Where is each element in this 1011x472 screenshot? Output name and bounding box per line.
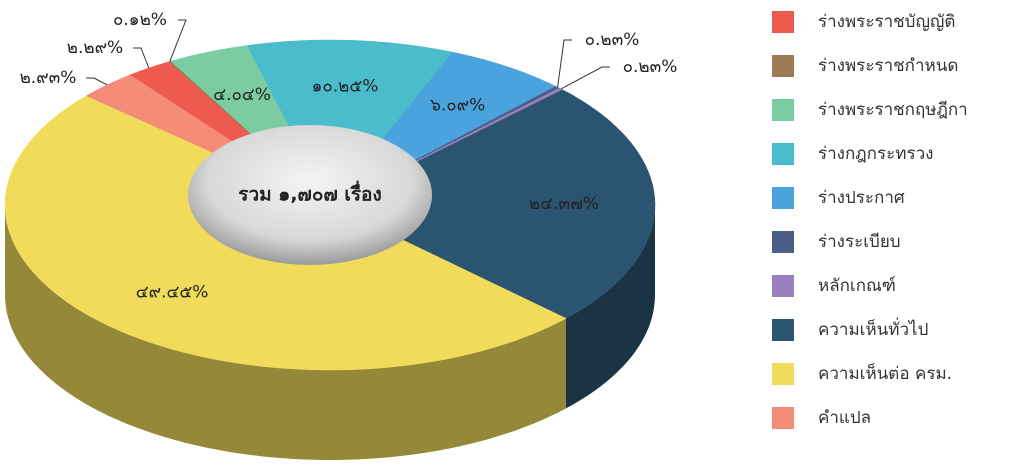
legend-label: ร่างระเบียบ — [818, 232, 901, 252]
value-label: ๔.๐๔% — [213, 85, 271, 105]
legend-label: ร่างพระราชกฤษฎีกา — [818, 100, 968, 120]
value-label: ๒.๒๙% — [67, 38, 123, 58]
value-label: ๐.๒๓% — [623, 57, 678, 77]
pie: รวม ๑,๗๐๗ เรื่อง ๒.๒๙% ๐.๑๒% ๔.๐๔% ๑๐.๒๕% ๖.๐… — [4, 10, 678, 460]
legend-swatch — [772, 231, 794, 253]
legend-swatch — [772, 407, 794, 429]
legend-swatch — [772, 275, 794, 297]
leader-line — [169, 19, 187, 62]
value-label: ๐.๑๒% — [113, 10, 167, 30]
legend-swatch — [772, 11, 794, 33]
legend-swatch — [772, 55, 794, 77]
value-label: ๔๙.๔๕% — [136, 283, 209, 303]
legend-label: ร่างพระราชกำหนด — [818, 56, 958, 76]
slice — [329, 89, 656, 319]
slice — [246, 39, 453, 206]
legend-swatch — [772, 363, 794, 385]
leader-line — [560, 66, 610, 90]
legend-label: หลักเกณฑ์ — [818, 276, 896, 296]
donut-hole — [188, 125, 432, 265]
leader-line — [133, 47, 150, 69]
slice-side — [566, 205, 655, 409]
value-label: ๒๔.๓๗% — [529, 194, 599, 214]
slice-side — [5, 205, 566, 460]
legend-swatch — [772, 99, 794, 121]
legend-label: ร่างประกาศ — [818, 188, 905, 208]
value-label: ๒.๙๓% — [20, 68, 77, 88]
legend-swatch — [772, 319, 794, 341]
legend: ร่างพระราชบัญญัติร่างพระราชกำหนดร่างพระร… — [772, 11, 968, 429]
leader-line — [557, 39, 572, 88]
center-label: รวม ๑,๗๐๗ เรื่อง — [238, 181, 381, 206]
value-label: ๑๐.๒๕% — [312, 76, 379, 96]
leader-line — [86, 77, 108, 86]
legend-label: ร่างพระราชบัญญัติ — [818, 12, 955, 32]
value-label: ๖.๐๙% — [430, 96, 485, 116]
legend-label: ความเห็นต่อ ครม. — [818, 362, 952, 384]
legend-label: ความเห็นทั่วไป — [818, 317, 928, 340]
legend-swatch — [772, 143, 794, 165]
legend-swatch — [772, 187, 794, 209]
legend-label: ร่างกฎกระทรวง — [818, 144, 933, 164]
legend-label: คำแปล — [818, 408, 871, 428]
value-label: ๐.๒๓% — [585, 30, 640, 50]
